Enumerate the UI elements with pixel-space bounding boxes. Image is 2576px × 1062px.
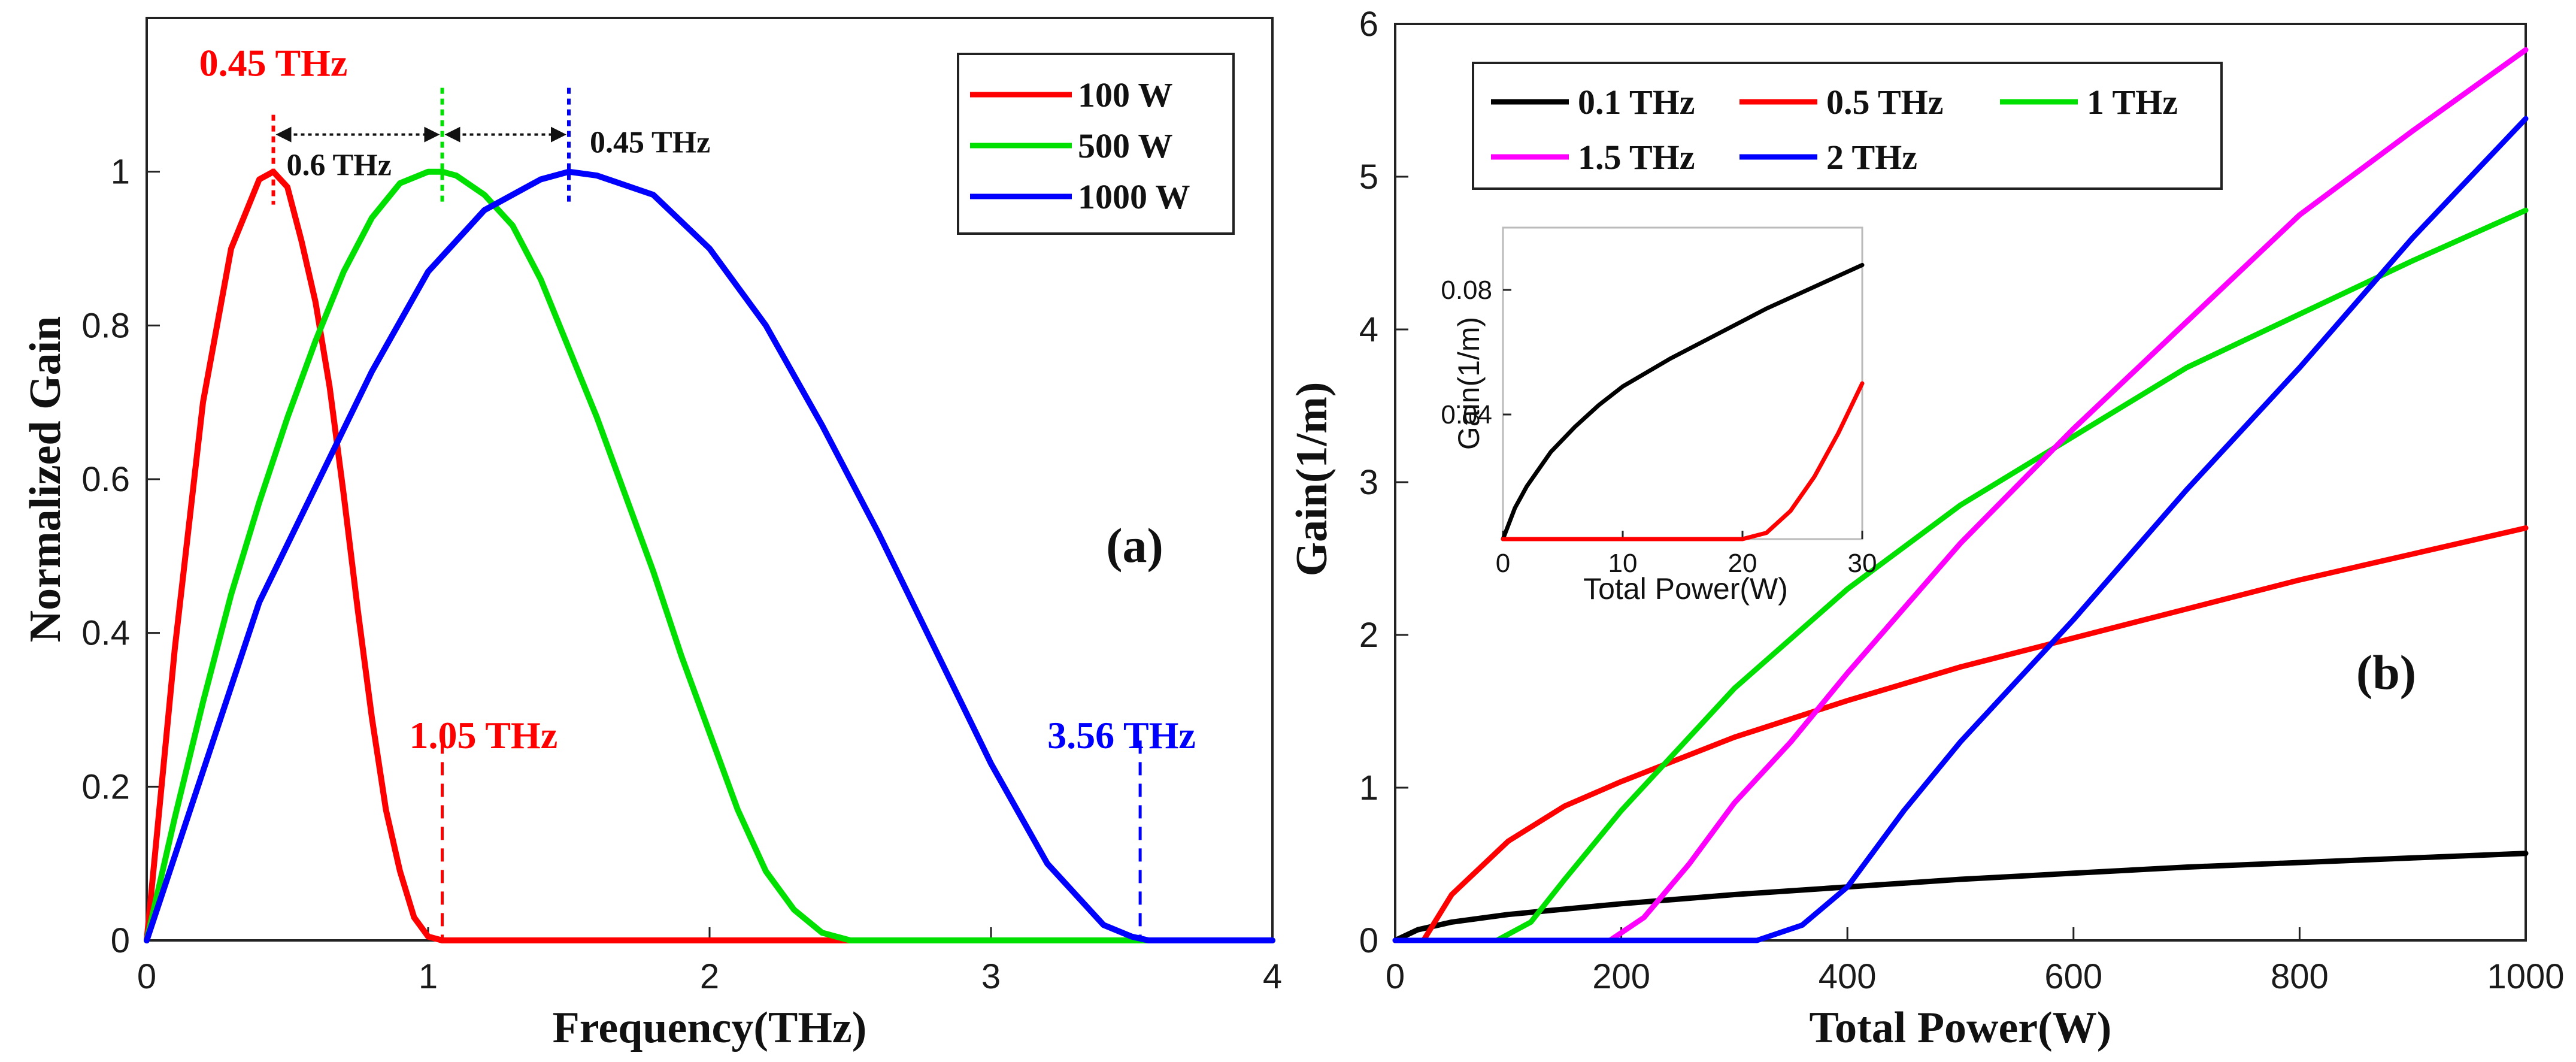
inset-series-0-5-thz — [1501, 381, 1865, 541]
inset-frame — [1502, 226, 1863, 540]
b-y-tick-label-3: 3 — [1359, 463, 1378, 502]
a-y-tick-label-4: 0.8 — [81, 306, 130, 345]
legend-b-box — [1472, 62, 2223, 190]
inset-x-tick-label-3: 30 — [1848, 549, 1877, 578]
legend-b-label-0-1: 0.1 THz — [1578, 83, 1695, 122]
inset-plot: 0 10 20 30 0.04 0.08 Total Power(W) Gain(1/m) — [1441, 226, 1877, 606]
b-x-tick-label-2: 400 — [1819, 957, 1877, 996]
a-arrow-head-3 — [444, 126, 460, 143]
x-axis-label-a: Frequency(THz) — [553, 1003, 867, 1052]
a-y-tick-label-1: 0.2 — [81, 767, 130, 806]
legend-a-label-100w: 100 W — [1078, 75, 1172, 114]
b-series-group — [1392, 47, 2529, 943]
legend-b-label-1: 1 THz — [2087, 83, 2178, 122]
y-axis-label-b: Gain(1/m) — [1287, 382, 1337, 577]
legend-b: 0.1 THz 0.5 THz 1 THz 1.5 THz 2 THz — [1472, 62, 2223, 190]
a-x-tick-label-4: 4 — [1263, 957, 1282, 996]
a-series-500-w — [144, 168, 1275, 943]
inset-series-group — [1501, 262, 1865, 541]
a-y-tick-label-5: 1 — [111, 153, 130, 192]
legend-a-label-500w: 500 W — [1078, 126, 1172, 165]
b-y-tick-label-4: 4 — [1359, 310, 1378, 349]
a-y-tick-label-3: 0.6 — [81, 460, 130, 499]
x-axis-label-b: Total Power(W) — [1810, 1003, 2112, 1052]
annotation-3-56-thz: 3.56 THz — [1047, 714, 1196, 757]
a-arrow-head-4 — [551, 126, 566, 143]
b-y-tick-label-6: 6 — [1359, 5, 1378, 44]
inset-y-tick-label-0: 0.04 — [1441, 400, 1492, 429]
a-y-tick-label-2: 0.4 — [81, 614, 130, 653]
a-x-tick-label-2: 2 — [700, 957, 719, 996]
inset-x-label: Total Power(W) — [1583, 572, 1788, 606]
inset-x-tick-label-0: 0 — [1496, 549, 1510, 578]
a-x-tick-label-0: 0 — [137, 957, 156, 996]
legend-a-label-1000w: 1000 W — [1078, 177, 1190, 216]
b-series-1-thz — [1392, 207, 2529, 943]
inset-y-label: Gain(1/m) — [1452, 317, 1486, 450]
inset-series-0-1-thz — [1501, 262, 1865, 541]
inset-y-tick-label-1: 0.08 — [1441, 276, 1492, 305]
a-arrow-heads — [275, 126, 566, 143]
panel-a: 0 1 2 3 4 0 0.2 0.4 0.6 0.8 1 0.45 THz 0.6 THz 0.4… — [21, 17, 1282, 1052]
a-y-tick-label-0: 0 — [111, 921, 130, 960]
annotation-1-05-thz: 1.05 THz — [410, 714, 558, 757]
b-x-tick-label-0: 0 — [1386, 957, 1405, 996]
legend-b-label-1-5: 1.5 THz — [1578, 138, 1695, 177]
b-x-tick-label-4: 800 — [2271, 957, 2329, 996]
a-tick-marks: 0 1 2 3 4 0 0.2 0.4 0.6 0.8 1 — [81, 153, 1282, 996]
a-arrow-head-2 — [424, 126, 440, 143]
legend-a: 100 W 500 W 1000 W — [957, 53, 1235, 235]
annotation-0-45-thz-gap: 0.45 THz — [590, 126, 710, 160]
b-x-tick-label-1: 200 — [1592, 957, 1650, 996]
a-arrow-head-1 — [275, 126, 292, 143]
b-y-tick-label-0: 0 — [1359, 921, 1378, 960]
inset-tick-marks: 0 10 20 30 0.04 0.08 — [1441, 276, 1877, 578]
b-series-0-5-thz — [1392, 525, 2529, 943]
b-series-1-5-thz — [1392, 47, 2529, 943]
annotation-0-45-thz: 0.45 THz — [199, 42, 348, 84]
legend-b-label-0-5: 0.5 THz — [1826, 83, 1944, 122]
b-series-2-thz — [1392, 116, 2529, 943]
b-y-tick-label-1: 1 — [1359, 768, 1378, 807]
annotation-0-6-thz: 0.6 THz — [287, 149, 392, 183]
legend-b-label-2: 2 THz — [1826, 138, 1917, 177]
a-series-1000-w — [144, 168, 1275, 943]
a-series-group — [144, 168, 1275, 943]
panel-label-b: (b) — [2356, 645, 2416, 700]
a-x-tick-label-1: 1 — [419, 957, 438, 996]
a-x-tick-label-3: 3 — [981, 957, 1001, 996]
b-x-tick-label-5: 1000 — [2487, 957, 2564, 996]
b-y-tick-label-5: 5 — [1359, 158, 1378, 196]
inset-x-tick-label-2: 20 — [1728, 549, 1757, 578]
inset-x-tick-label-1: 10 — [1608, 549, 1638, 578]
panel-label-a: (a) — [1106, 518, 1163, 573]
y-axis-label-a: Normalized Gain — [21, 316, 70, 643]
b-y-tick-label-2: 2 — [1359, 616, 1378, 655]
b-x-tick-label-3: 600 — [2044, 957, 2102, 996]
